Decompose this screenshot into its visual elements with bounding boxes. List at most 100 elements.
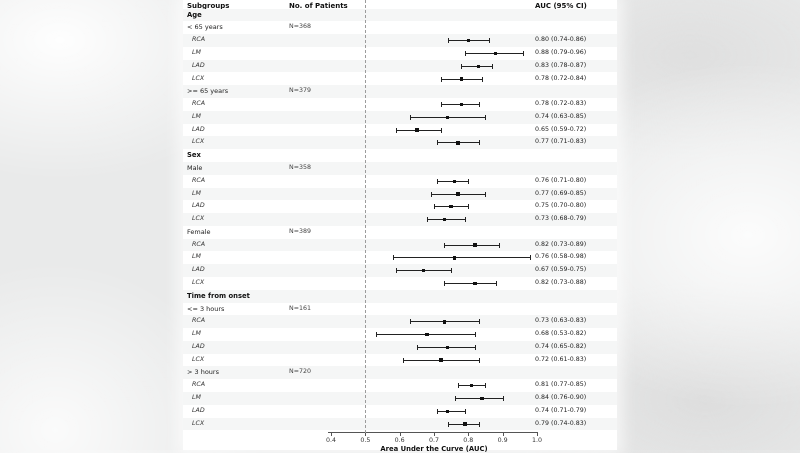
auc-value: 0.67 (0.59-0.75) xyxy=(535,266,587,274)
ci-cap-low xyxy=(409,114,411,120)
section-label: Sex xyxy=(187,151,201,160)
ci-cap-high xyxy=(451,268,453,274)
vessel-label: LM xyxy=(192,394,201,401)
auc-value: 0.72 (0.61-0.83) xyxy=(535,355,587,363)
ci-cap-low xyxy=(444,280,446,286)
vessel-row: RCA 0.73 (0.63-0.83) xyxy=(183,315,617,329)
vessel-label: LAD xyxy=(192,202,205,210)
ci-cap-high xyxy=(478,357,480,363)
vessel-label: RCA xyxy=(192,176,206,184)
ci-cap-high xyxy=(464,217,466,223)
patients-count: N=368 xyxy=(289,23,312,31)
point-marker xyxy=(452,256,457,260)
x-axis-tick-label: 0.4 xyxy=(325,437,336,444)
vessel-row: LAD 0.74 (0.65-0.82) xyxy=(183,340,617,354)
auc-value: 0.75 (0.70-0.80) xyxy=(535,202,587,210)
auc-value: 0.80 (0.74-0.86) xyxy=(535,36,587,44)
subgroup-label: < 65 years xyxy=(187,23,223,32)
vessel-label: LAD xyxy=(192,266,205,274)
auc-value: 0.74 (0.71-0.79) xyxy=(535,406,587,414)
vessel-row: LAD 0.65 (0.59-0.72) xyxy=(183,124,617,137)
ci-cap-high xyxy=(468,178,470,184)
x-axis-tick-label: 0.5 xyxy=(360,437,371,444)
point-marker xyxy=(439,358,443,362)
vessel-row: LCX 0.79 (0.74-0.83) xyxy=(183,417,617,431)
ci-cap-high xyxy=(485,114,487,120)
ci-cap-low xyxy=(458,383,460,389)
ci-cap-high xyxy=(530,255,532,261)
point-marker xyxy=(425,332,429,337)
section-label: Time from onset xyxy=(187,291,250,300)
vessel-label: RCA xyxy=(192,381,206,389)
auc-value: 0.78 (0.72-0.83) xyxy=(535,100,587,108)
vessel-label: LM xyxy=(192,189,201,197)
subgroup-label: <= 3 hours xyxy=(187,304,225,313)
ci-cap-high xyxy=(440,127,442,133)
vessel-row: RCA 0.78 (0.72-0.83) xyxy=(183,98,617,111)
point-marker xyxy=(449,205,453,209)
vessel-row: RCA 0.82 (0.73-0.89) xyxy=(183,238,617,252)
section-label: Age xyxy=(187,10,202,19)
ci-cap-low xyxy=(464,50,466,56)
ci-cap-high xyxy=(502,396,504,401)
ci-cap-high xyxy=(475,332,477,338)
vessel-row: LM 0.77 (0.69-0.85) xyxy=(183,187,617,201)
ci-cap-high xyxy=(485,383,487,389)
point-marker xyxy=(494,51,498,56)
x-axis-line xyxy=(328,432,538,433)
point-marker xyxy=(456,192,460,196)
section-row: Sex xyxy=(183,149,617,162)
ci-cap-low xyxy=(416,344,418,350)
subgroup-row: <= 3 hours N=161 xyxy=(183,303,617,316)
patients-count: N=379 xyxy=(289,87,312,95)
ci-cap-low xyxy=(430,191,432,197)
vessel-label: LAD xyxy=(192,61,205,69)
vessel-label: LCX xyxy=(192,419,205,427)
point-marker xyxy=(459,77,464,81)
ci-cap-high xyxy=(499,242,501,248)
auc-value: 0.84 (0.76-0.90) xyxy=(535,394,587,401)
auc-value: 0.74 (0.65-0.82) xyxy=(535,342,587,350)
ci-cap-high xyxy=(492,63,494,69)
ci-cap-high xyxy=(478,140,480,146)
x-axis-tick-label: 0.6 xyxy=(394,437,405,444)
vessel-label: LAD xyxy=(192,406,205,414)
vessel-row: LM 0.88 (0.79-0.96) xyxy=(183,47,617,60)
point-marker xyxy=(476,64,481,68)
subgroup-label: Female xyxy=(187,227,211,236)
vessel-label: RCA xyxy=(192,240,206,248)
vessel-label: LCX xyxy=(192,74,205,82)
subgroup-row: Female N=389 xyxy=(183,226,617,239)
vessel-row: LM 0.74 (0.63-0.85) xyxy=(183,110,617,124)
section-row: Time from onset xyxy=(183,289,617,303)
subgroup-label: > 3 hours xyxy=(187,368,219,377)
ci-line xyxy=(416,346,476,348)
ci-cap-low xyxy=(396,127,398,133)
auc-value: 0.76 (0.71-0.80) xyxy=(535,176,587,184)
vessel-label: LM xyxy=(192,48,201,56)
ci-line xyxy=(447,423,479,425)
x-axis-tick-label: 0.7 xyxy=(428,437,439,444)
auc-value: 0.65 (0.59-0.72) xyxy=(535,125,587,133)
vessel-row: LAD 0.67 (0.59-0.75) xyxy=(183,264,617,277)
vessel-row: LAD 0.74 (0.71-0.79) xyxy=(183,405,617,418)
auc-value: 0.79 (0.74-0.83) xyxy=(535,419,587,427)
ci-cap-high xyxy=(468,204,470,210)
vessel-row: LAD 0.83 (0.78-0.87) xyxy=(183,59,617,73)
ci-cap-high xyxy=(482,76,484,82)
point-marker xyxy=(473,281,477,286)
figure-panel: Subgroups No. of Patients AUC (95% CI) A… xyxy=(183,0,617,453)
ci-line xyxy=(444,244,500,246)
patients-count: N=720 xyxy=(289,368,312,376)
x-axis-tick xyxy=(468,433,470,436)
patients-count: N=161 xyxy=(289,304,312,312)
point-marker xyxy=(473,243,477,247)
vessel-label: LM xyxy=(192,330,201,338)
ci-cap-high xyxy=(464,408,466,414)
x-axis-tick xyxy=(502,433,504,436)
vessel-row: LM 0.68 (0.53-0.82) xyxy=(183,328,617,341)
auc-value: 0.76 (0.58-0.98) xyxy=(535,253,587,261)
ci-cap-low xyxy=(461,63,463,69)
ci-line xyxy=(392,257,531,259)
ci-line xyxy=(461,65,493,67)
